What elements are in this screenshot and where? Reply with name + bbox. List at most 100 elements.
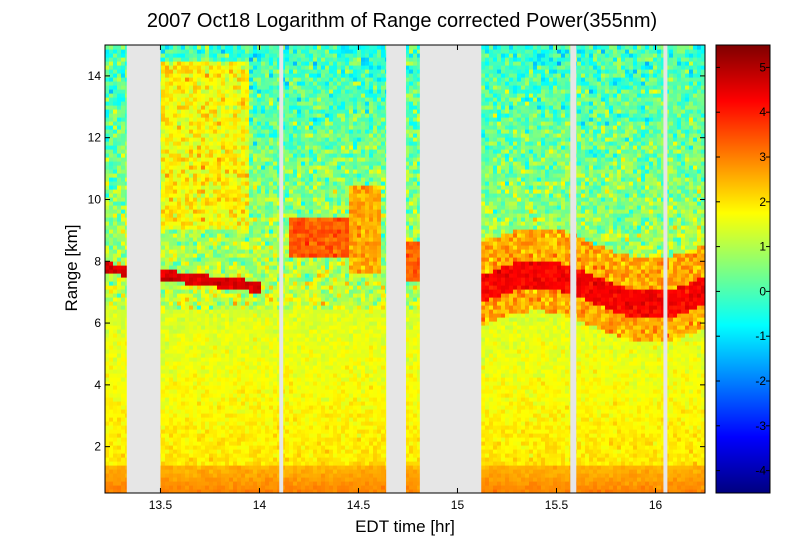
heatmap-cell [249, 181, 254, 186]
heatmap-cell [225, 269, 230, 274]
heatmap-cell [253, 209, 258, 214]
heatmap-cell [169, 173, 174, 178]
heatmap-cell [193, 213, 198, 218]
heatmap-cell [245, 129, 250, 134]
heatmap-cell [253, 185, 258, 190]
heatmap-cell [185, 357, 190, 362]
heatmap-cell [245, 409, 250, 414]
heatmap-cell [105, 413, 110, 418]
heatmap-cell [193, 377, 198, 382]
heatmap-cell [197, 165, 202, 170]
heatmap-cell [177, 61, 182, 66]
heatmap-cell [225, 85, 230, 90]
heatmap-cell [165, 461, 170, 466]
heatmap-cell [265, 281, 270, 286]
heatmap-cell [253, 353, 258, 358]
heatmap-cell [181, 417, 186, 422]
heatmap-cell [253, 237, 258, 242]
heatmap-cell [161, 445, 166, 450]
heatmap-cell [117, 353, 122, 358]
heatmap-cell [117, 61, 122, 66]
heatmap-cell [269, 293, 274, 298]
heatmap-cell [269, 273, 274, 278]
heatmap-cell [185, 345, 190, 350]
heatmap-cell [245, 377, 250, 382]
heatmap-cell [113, 325, 118, 330]
heatmap-cell [181, 193, 186, 198]
heatmap-cell [209, 121, 214, 126]
heatmap-cell [173, 329, 178, 334]
heatmap-cell [257, 213, 262, 218]
heatmap-cell [237, 425, 242, 430]
heatmap-cell [189, 133, 194, 138]
heatmap-cell [213, 153, 218, 158]
heatmap-cell [213, 313, 218, 318]
heatmap-cell [197, 329, 202, 334]
heatmap-cell [201, 277, 206, 282]
heatmap-cell [169, 145, 174, 150]
heatmap-cell [273, 453, 278, 458]
heatmap-cell [121, 169, 126, 174]
heatmap-cell [273, 249, 278, 254]
heatmap-cell [241, 417, 246, 422]
heatmap-cell [117, 289, 122, 294]
heatmap-cell [105, 457, 110, 462]
heatmap-cell [177, 437, 182, 442]
heatmap-cell [273, 349, 278, 354]
heatmap-cell [209, 221, 214, 226]
heatmap-cell [121, 137, 126, 142]
heatmap-cell [109, 201, 114, 206]
heatmap-cell [245, 165, 250, 170]
heatmap-cell [225, 97, 230, 102]
heatmap-cell [237, 393, 242, 398]
heatmap-cell [261, 93, 266, 98]
heatmap-cell [181, 129, 186, 134]
heatmap-cell [273, 273, 278, 278]
heatmap-cell [193, 297, 198, 302]
heatmap-cell [241, 453, 246, 458]
heatmap-cell [109, 129, 114, 134]
heatmap-cell [185, 453, 190, 458]
heatmap-cell [109, 309, 114, 314]
heatmap-cell [113, 409, 118, 414]
heatmap-cell [217, 97, 222, 102]
heatmap-cell [221, 437, 226, 442]
heatmap-cell [169, 153, 174, 158]
heatmap-cell [221, 237, 226, 242]
heatmap-cell [113, 129, 118, 134]
heatmap-cell [269, 89, 274, 94]
heatmap-cell [237, 345, 242, 350]
heatmap-cell [265, 45, 270, 50]
heatmap-cell [261, 77, 266, 82]
heatmap-cell [205, 405, 210, 410]
heatmap-cell [113, 205, 118, 210]
heatmap-cell [249, 61, 254, 66]
heatmap-cell [249, 277, 254, 282]
heatmap-cell [105, 233, 110, 238]
heatmap-cell [109, 205, 114, 210]
heatmap-cell [113, 109, 118, 114]
heatmap-cell [209, 81, 214, 86]
heatmap-cell [237, 277, 242, 282]
heatmap-cell [253, 477, 258, 482]
heatmap-cell [181, 277, 186, 282]
heatmap-cell [273, 309, 278, 314]
heatmap-cell [241, 485, 246, 490]
heatmap-cell [181, 281, 186, 286]
heatmap-cell [233, 437, 238, 442]
heatmap-cell [113, 121, 118, 126]
heatmap-cell [197, 485, 202, 490]
heatmap-cell [265, 329, 270, 334]
heatmap-cell [181, 201, 186, 206]
heatmap-cell [229, 173, 234, 178]
heatmap-cell [257, 449, 262, 454]
heatmap-cell [201, 405, 206, 410]
heatmap-cell [265, 257, 270, 262]
heatmap-cell [165, 209, 170, 214]
heatmap-cell [109, 249, 114, 254]
heatmap-cell [105, 241, 110, 246]
heatmap-cell [241, 161, 246, 166]
heatmap-cell [201, 181, 206, 186]
heatmap-cell [185, 53, 190, 58]
heatmap-cell [161, 137, 166, 142]
